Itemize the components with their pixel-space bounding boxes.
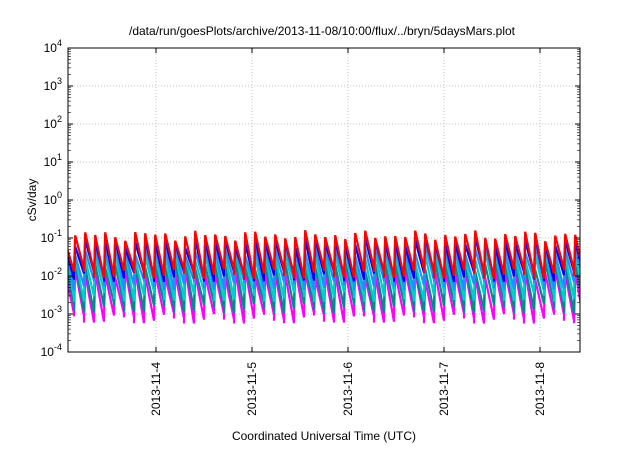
x-tick-label: 2013-11-7 (437, 362, 451, 416)
x-tick-label: 2013-11-5 (245, 362, 259, 416)
y-axis-label: cSv/day (25, 179, 39, 222)
x-tick-label: 2013-11-4 (149, 362, 163, 416)
y-tick-label: 10-1 (41, 228, 62, 245)
y-tick-label: 10-3 (41, 304, 62, 321)
chart-title: /data/run/goesPlots/archive/2013-11-08/1… (129, 24, 516, 38)
series-line (68, 267, 580, 324)
y-axis: 10-4 10-3 10-2 10-1 100 101 102 103 104 (41, 38, 580, 359)
y-tick-label: 100 (44, 190, 62, 207)
y-tick-label: 10-2 (41, 266, 62, 283)
series-line (68, 229, 580, 280)
y-tick-label: 10-4 (41, 342, 62, 359)
y-tick-label: 103 (44, 76, 62, 93)
y-tick-label: 102 (44, 114, 62, 131)
x-tick-label: 2013-11-6 (341, 362, 355, 416)
y-tick-label: 101 (44, 152, 62, 169)
y-tick-label: 104 (44, 38, 62, 55)
x-tick-label: 2013-11-8 (533, 362, 547, 416)
x-axis-label: Coordinated Universal Time (UTC) (232, 429, 416, 443)
series-group (68, 229, 580, 324)
x-axis: 2013-11-4 2013-11-5 2013-11-6 2013-11-7 2013… (149, 48, 547, 416)
